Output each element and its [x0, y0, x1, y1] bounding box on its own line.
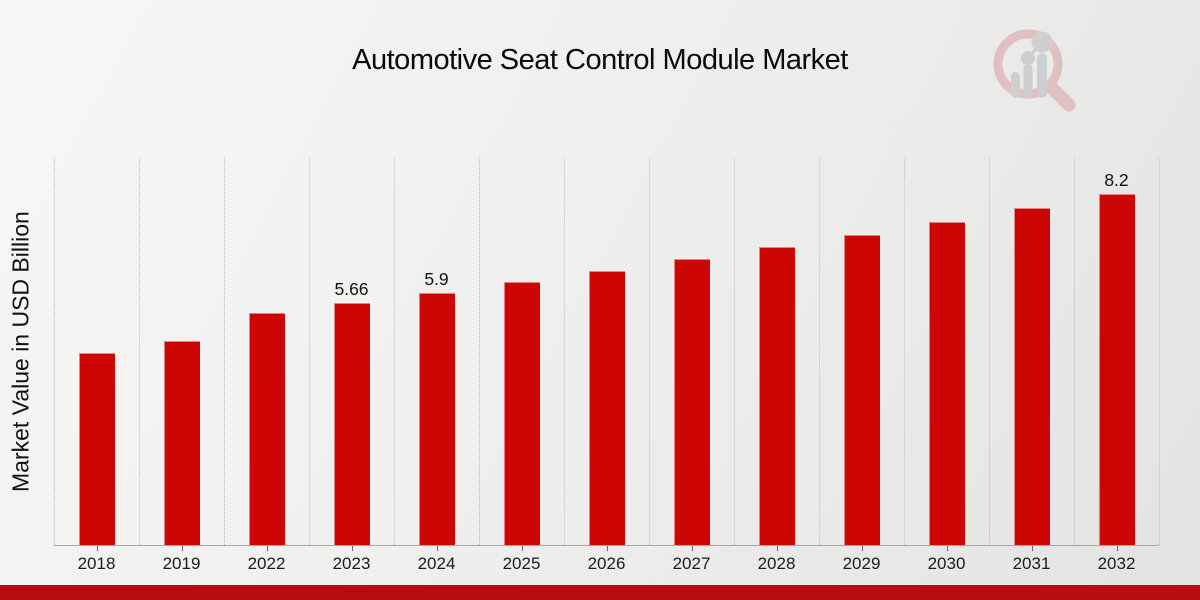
bar-column-2026: 2026 — [564, 158, 649, 573]
bar-column-2031: 2031 — [989, 158, 1074, 573]
bar-2025 — [503, 282, 540, 545]
x-axis-label-2031: 2031 — [1012, 554, 1051, 573]
bar-column-2019: 2019 — [139, 158, 224, 573]
bar-column-2024: 5.9 2024 — [394, 158, 479, 573]
bar-2023 — [333, 303, 370, 545]
x-axis-label-2019: 2019 — [162, 554, 201, 573]
gridline — [139, 158, 140, 545]
gridline — [479, 158, 480, 545]
bar-2030 — [928, 222, 965, 545]
axis-tick — [351, 546, 353, 551]
data-label-2023: 5.66 — [334, 278, 369, 299]
data-label-2024: 5.9 — [424, 268, 449, 289]
x-axis-label-2029: 2029 — [842, 554, 881, 573]
bar-column-2027: 2027 — [649, 158, 734, 573]
gridline — [1159, 158, 1160, 545]
axis-tick — [861, 546, 863, 551]
x-axis-label-2025: 2025 — [502, 554, 541, 573]
bar-2032 — [1098, 194, 1135, 545]
bar-2018 — [78, 353, 115, 545]
gridline — [564, 158, 565, 545]
axis-tick — [946, 546, 948, 551]
bar-2022 — [248, 313, 285, 545]
bar-2027 — [673, 259, 710, 545]
bar-column-2028: 2028 — [734, 158, 819, 573]
y-axis-title: Market Value in USD Billion — [7, 211, 34, 492]
gridline — [904, 158, 905, 545]
axis-tick — [181, 546, 183, 551]
axis-tick — [1031, 546, 1033, 551]
x-axis-label-2023: 2023 — [332, 554, 371, 573]
gridline — [819, 158, 820, 545]
gridline — [54, 158, 55, 545]
bar-column-2023: 5.66 2023 — [309, 158, 394, 573]
axis-tick — [776, 546, 778, 551]
x-axis-label-2018: 2018 — [77, 554, 116, 573]
x-axis-label-2026: 2026 — [587, 554, 626, 573]
bar-2029 — [843, 235, 880, 545]
bar-2024 — [418, 293, 455, 545]
bar-column-2032: 8.2 2032 — [1074, 158, 1159, 573]
bar-column-2029: 2029 — [819, 158, 904, 573]
chart-title: Automotive Seat Control Module Market — [352, 44, 848, 76]
x-axis-label-2030: 2030 — [927, 554, 966, 573]
bar-2028 — [758, 247, 795, 545]
gridline — [309, 158, 310, 545]
axis-tick — [606, 546, 608, 551]
x-axis-label-2024: 2024 — [417, 554, 456, 573]
mrfr-logo-watermark — [985, 22, 1095, 127]
axis-tick — [1116, 546, 1118, 551]
plot-area: 2018 2019 2022 5.66 2023 5.9 2024 2025 2026 2027 2… — [54, 158, 1160, 573]
gridline — [734, 158, 735, 545]
gridline — [394, 158, 395, 545]
gridline — [989, 158, 990, 545]
axis-tick — [436, 546, 438, 551]
x-axis-label-2028: 2028 — [757, 554, 796, 573]
bar-2019 — [163, 341, 200, 545]
bar-column-2022: 2022 — [224, 158, 309, 573]
footer-accent-strip — [0, 585, 1200, 600]
bar-column-2030: 2030 — [904, 158, 989, 573]
magnifier-chart-icon — [993, 29, 1076, 112]
x-axis-label-2027: 2027 — [672, 554, 711, 573]
bar-2031 — [1013, 208, 1050, 545]
data-label-2032: 8.2 — [1104, 169, 1129, 190]
axis-tick — [691, 546, 693, 551]
axis-tick — [521, 546, 523, 551]
axis-tick — [266, 546, 268, 551]
x-axis-label-2022: 2022 — [247, 554, 286, 573]
bar-column-2025: 2025 — [479, 158, 564, 573]
gridline — [1074, 158, 1075, 545]
bar-column-2018: 2018 — [54, 158, 139, 573]
gridline — [224, 158, 225, 545]
x-axis-label-2032: 2032 — [1097, 554, 1136, 573]
gridline — [649, 158, 650, 545]
axis-tick — [96, 546, 98, 551]
bar-2026 — [588, 271, 625, 545]
